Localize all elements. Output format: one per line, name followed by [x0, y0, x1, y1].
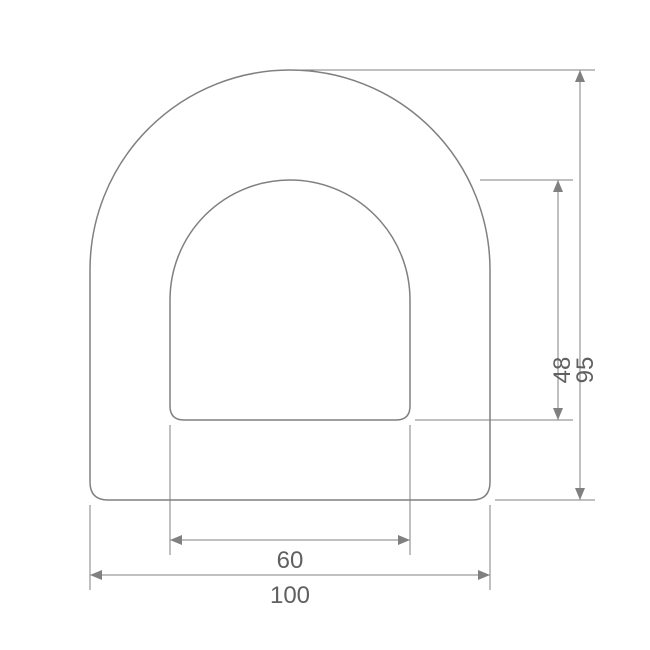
arrow-right-icon — [398, 535, 410, 545]
dim-height-inner: 48 — [415, 180, 576, 420]
arrow-up-icon — [575, 70, 585, 82]
arrow-left-icon — [170, 535, 182, 545]
dimension-drawing: 100 60 95 48 — [0, 0, 650, 650]
arrow-up-icon — [553, 180, 563, 192]
arrow-down-icon — [553, 408, 563, 420]
dim-height-outer: 95 — [295, 70, 599, 500]
dim-height-outer-label: 95 — [572, 357, 599, 384]
dim-width-inner-label: 60 — [277, 547, 304, 574]
arrow-down-icon — [575, 488, 585, 500]
dim-height-inner-label: 48 — [549, 357, 576, 384]
inner-profile — [170, 180, 410, 420]
dim-width-outer-label: 100 — [270, 582, 310, 609]
outer-profile — [90, 70, 490, 500]
arrow-left-icon — [90, 570, 102, 580]
arrow-right-icon — [478, 570, 490, 580]
